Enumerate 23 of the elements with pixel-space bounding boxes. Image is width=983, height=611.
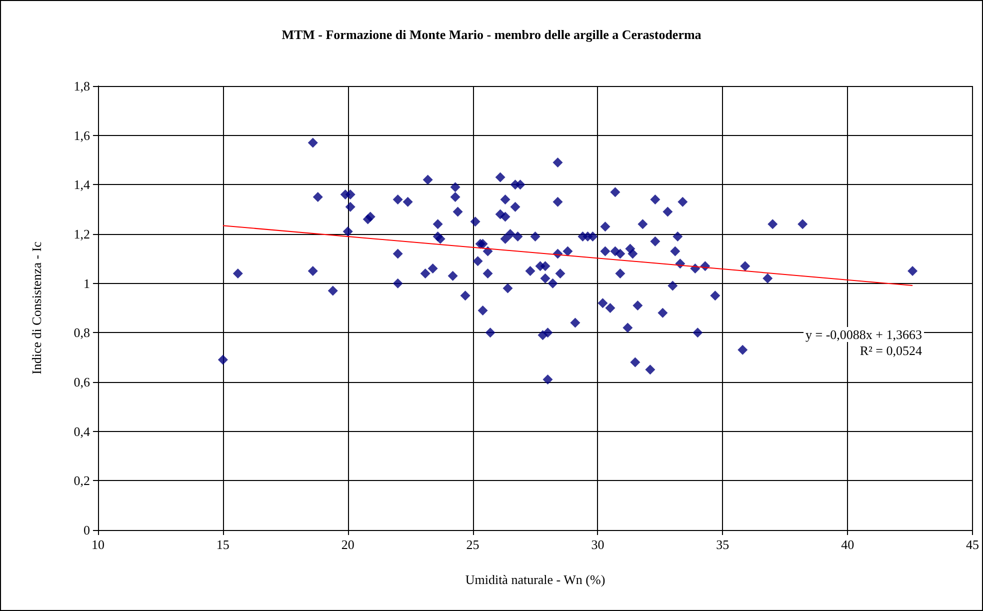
y-tick-label: 0,6 [74, 374, 90, 390]
x-tick-label: 25 [466, 537, 480, 552]
y-tick-label: 0,4 [74, 424, 90, 439]
y-tick-label: 0 [84, 522, 90, 538]
y-tick-label: 0,2 [74, 473, 90, 488]
y-tick-label: 0,8 [74, 325, 90, 340]
x-tick-label: 35 [716, 537, 730, 552]
y-tick-label: 1,8 [74, 78, 90, 94]
x-tick-label: 45 [966, 537, 979, 552]
x-axis-title: Umidità naturale - Wn (%) [465, 572, 606, 587]
y-tick-label: 1,4 [74, 177, 90, 192]
x-tick-label: 10 [92, 537, 104, 552]
y-axis-title: Indice di Consistenza - Ic [29, 241, 44, 374]
x-tick-label: 30 [591, 537, 604, 552]
y-tick-label: 1,6 [74, 128, 90, 143]
x-tick-label: 20 [341, 537, 354, 552]
y-tick-label: 1,2 [74, 226, 90, 242]
x-tick-label: 40 [841, 537, 854, 552]
annotation: R² = 0,0524 [860, 343, 922, 358]
chart-title: MTM - Formazione di Monte Mario - membro delle argille a Cerastoderma [282, 27, 702, 42]
x-tick-label: 15 [216, 537, 230, 552]
annotation: y = -0,0088x + 1,3663 [806, 327, 922, 342]
y-tick-label: 1 [84, 276, 90, 291]
